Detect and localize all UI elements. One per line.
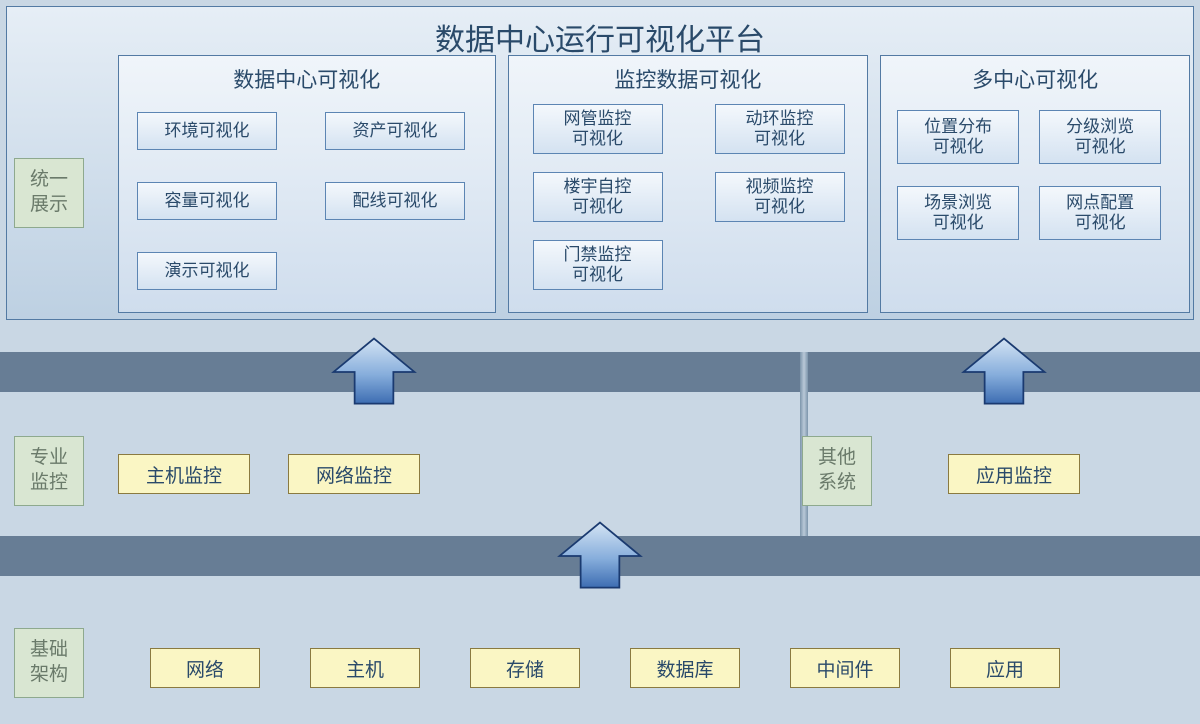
item-scene-vis: 场景浏览可视化 [897, 186, 1019, 240]
item-location-vis: 位置分布可视化 [897, 110, 1019, 164]
ybox-app-monitor: 应用监控 [948, 454, 1080, 494]
section-monitor-vis: 监控数据可视化 网管监控可视化 动环监控可视化 楼宇自控可视化 视频监控可视化 … [508, 55, 869, 313]
tab-unified-display: 统一展示 [14, 158, 84, 228]
item-env-monitor-vis: 动环监控可视化 [715, 104, 845, 154]
item-env-vis: 环境可视化 [137, 112, 277, 150]
section-datacenter-vis: 数据中心可视化 环境可视化 资产可视化 容量可视化 配线可视化 演示可视化 [118, 55, 496, 313]
ybox-storage: 存储 [470, 648, 580, 688]
item-asset-vis: 资产可视化 [325, 112, 465, 150]
layer1-panel: 数据中心运行可视化平台 数据中心可视化 环境可视化 资产可视化 容量可视化 配线… [6, 6, 1194, 320]
section-title: 多中心可视化 [891, 62, 1179, 102]
item-bms-vis: 楼宇自控可视化 [533, 172, 663, 222]
ybox-middleware: 中间件 [790, 648, 900, 688]
layer1-sections: 数据中心可视化 环境可视化 资产可视化 容量可视化 配线可视化 演示可视化 监控… [118, 55, 1190, 313]
item-video-vis: 视频监控可视化 [715, 172, 845, 222]
item-level-vis: 分级浏览可视化 [1039, 110, 1161, 164]
item-netmgr-vis: 网管监控可视化 [533, 104, 663, 154]
section-multicenter-vis: 多中心可视化 位置分布可视化 分级浏览可视化 场景浏览可视化 网点配置可视化 [880, 55, 1190, 313]
item-wiring-vis: 配线可视化 [325, 182, 465, 220]
ybox-database: 数据库 [630, 648, 740, 688]
section-title: 数据中心可视化 [129, 62, 485, 102]
ybox-host: 主机 [310, 648, 420, 688]
item-access-vis: 门禁监控可视化 [533, 240, 663, 290]
item-node-vis: 网点配置可视化 [1039, 186, 1161, 240]
ybox-host-monitor: 主机监控 [118, 454, 250, 494]
ybox-net-monitor: 网络监控 [288, 454, 420, 494]
tab-pro-monitor: 专业监控 [14, 436, 84, 506]
section-title: 监控数据可视化 [519, 62, 858, 102]
up-arrow-icon [330, 336, 418, 408]
up-arrow-icon [960, 336, 1048, 408]
item-demo-vis: 演示可视化 [137, 252, 277, 290]
ybox-app: 应用 [950, 648, 1060, 688]
tab-other-systems: 其他系统 [802, 436, 872, 506]
item-capacity-vis: 容量可视化 [137, 182, 277, 220]
ybox-network: 网络 [150, 648, 260, 688]
up-arrow-icon [556, 520, 644, 592]
tab-infra: 基础架构 [14, 628, 84, 698]
